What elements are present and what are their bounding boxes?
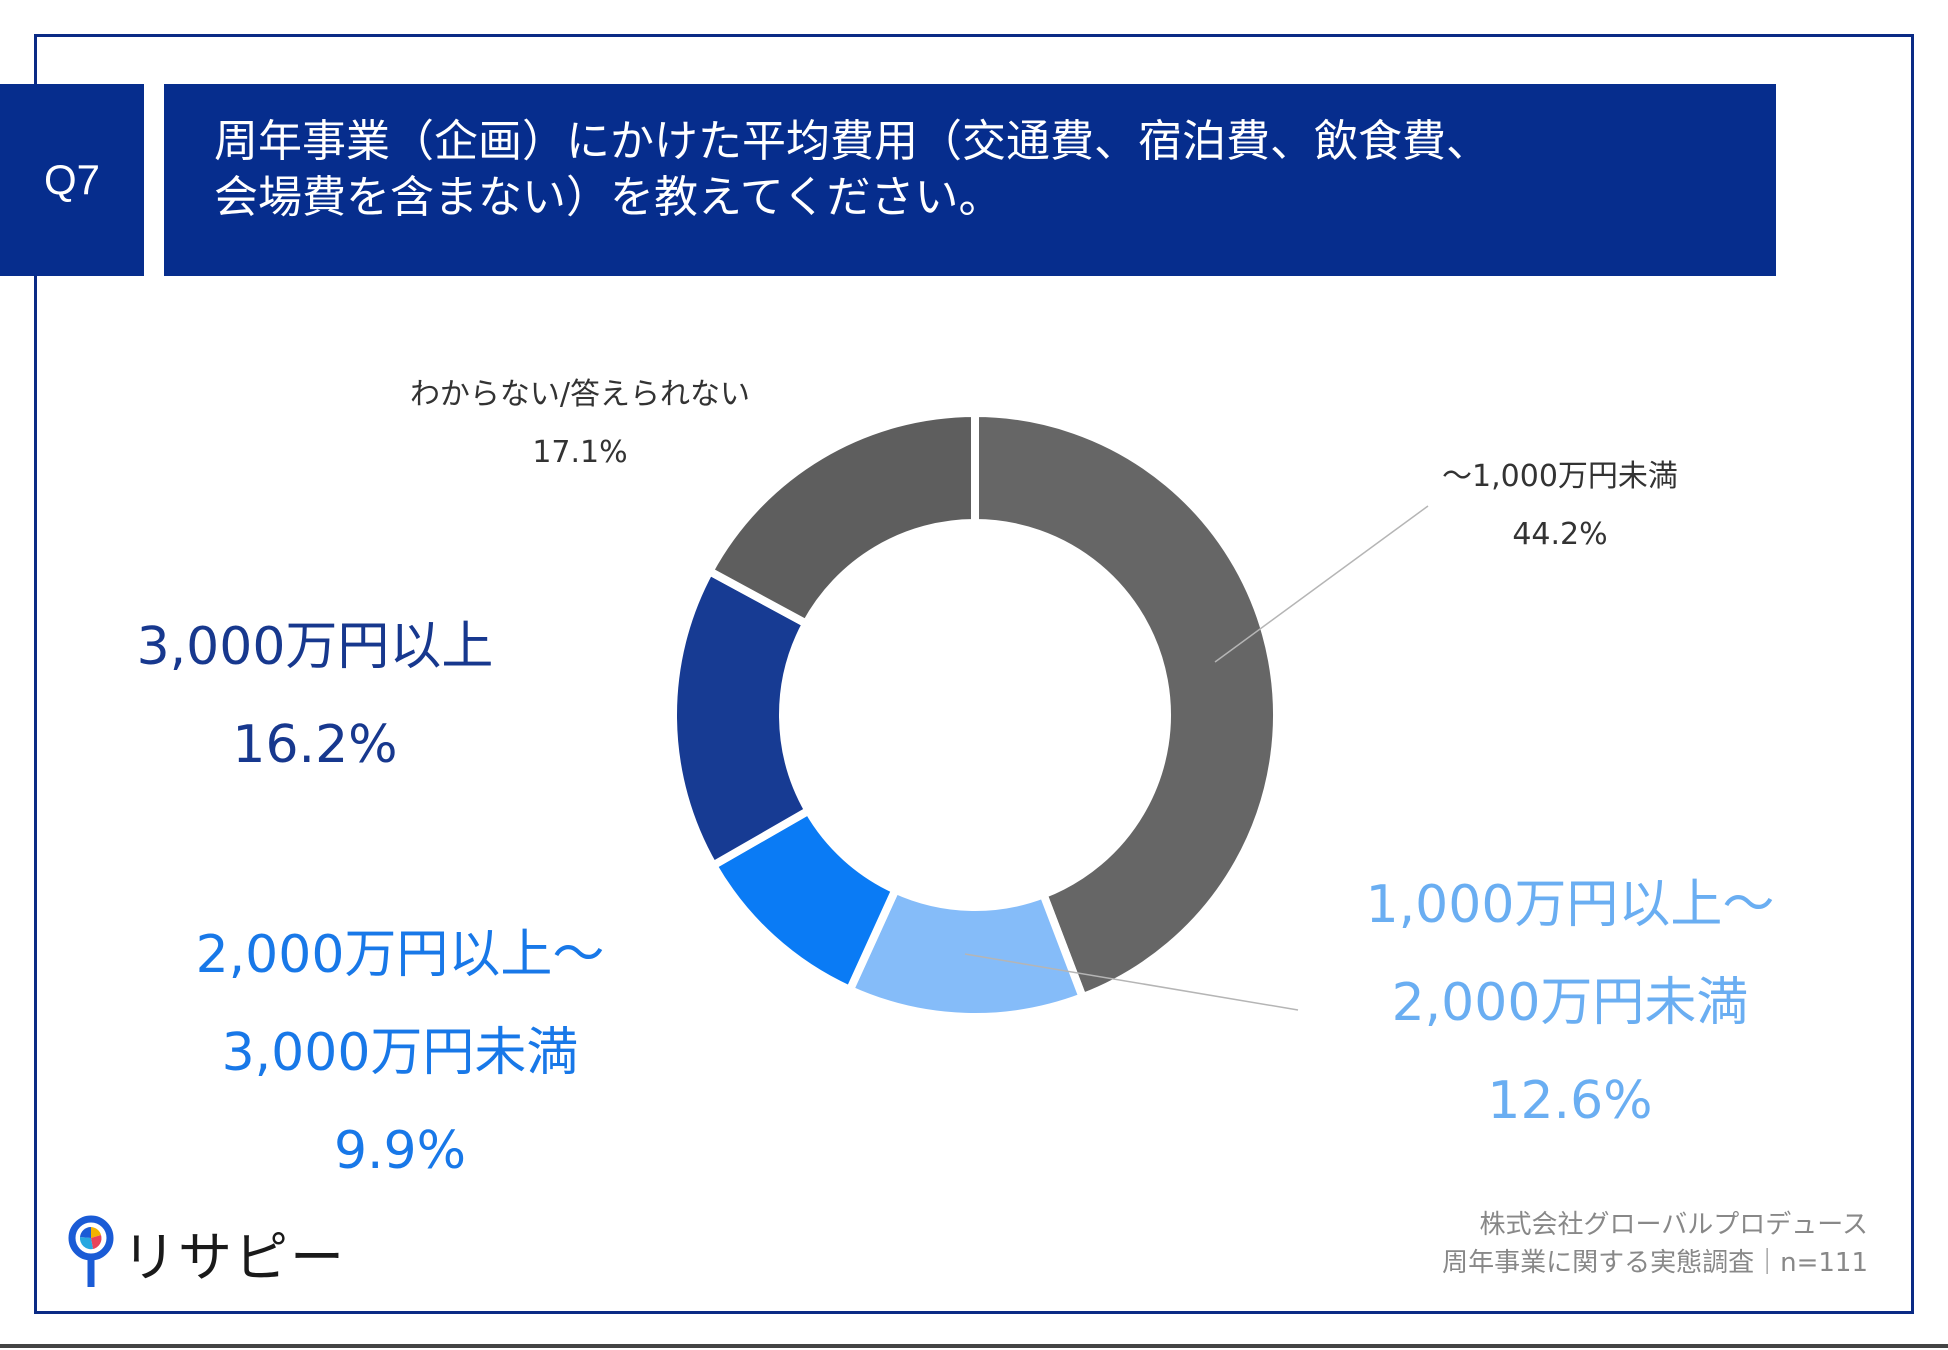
label-1000-2000-line1: 1,000万円以上～: [1365, 875, 1775, 935]
label-3000-over: 3,000万円以上 16.2%: [90, 598, 540, 794]
source-note: 株式会社グローバルプロデュース 周年事業に関する実態調査｜n=111: [1442, 1206, 1868, 1282]
slice-3000-over: [669, 565, 814, 871]
label-3000-over-value: 16.2%: [232, 715, 398, 775]
label-under-1000-value: 44.2%: [1512, 517, 1608, 552]
logo-text: リサピー: [122, 1225, 346, 1289]
slice-unknown: [704, 408, 979, 629]
label-1000-2000-value: 12.6%: [1487, 1071, 1653, 1131]
label-1000-2000: 1,000万円以上～ 2,000万円未満 12.6%: [1320, 856, 1820, 1150]
slice-under-1000: [971, 408, 1281, 1003]
label-2000-3000-value: 9.9%: [333, 1121, 467, 1181]
pin-logo-icon: [68, 1215, 114, 1287]
label-unknown-name: わからない/答えられない: [409, 377, 751, 412]
label-3000-over-name: 3,000万円以上: [136, 617, 494, 677]
label-1000-2000-line2: 2,000万円未満: [1391, 973, 1749, 1033]
label-2000-3000-line2: 3,000万円未満: [221, 1023, 579, 1083]
question-number: Q7: [0, 84, 144, 276]
leader-line-under-1000: [1214, 505, 1429, 663]
leader-line-1000-2000: [964, 953, 1299, 1011]
question-title: 周年事業（企画）にかけた平均費用（交通費、宿泊費、飲食費、 会場費を含まない）を…: [164, 84, 1776, 276]
label-2000-3000-line1: 2,000万円以上～: [195, 925, 605, 985]
title-line-1: 周年事業（企画）にかけた平均費用（交通費、宿泊費、飲食費、: [214, 116, 1490, 167]
label-unknown-value: 17.1%: [532, 435, 628, 470]
label-unknown: わからない/答えられない 17.1%: [370, 366, 790, 482]
chart-frame: [34, 34, 1914, 1314]
source-line-1: 株式会社グローバルプロデュース: [1479, 1210, 1868, 1240]
bottom-rule: [0, 1344, 1948, 1348]
label-under-1000-name: ～1,000万円未満: [1442, 459, 1678, 494]
title-line-2: 会場費を含まない）を教えてください。: [214, 172, 1003, 223]
source-line-2: 周年事業に関する実態調査｜n=111: [1442, 1248, 1868, 1278]
label-2000-3000: 2,000万円以上～ 3,000万円未満 9.9%: [150, 906, 650, 1200]
risapy-logo: リサピー: [68, 1214, 346, 1290]
label-under-1000: ～1,000万円未満 44.2%: [1410, 448, 1710, 564]
